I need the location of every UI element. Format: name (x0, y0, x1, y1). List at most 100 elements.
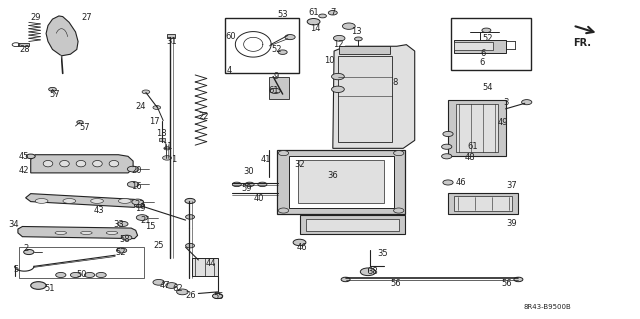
Bar (159, 138, 165, 141)
Circle shape (31, 282, 46, 289)
Text: 4: 4 (227, 66, 232, 75)
Circle shape (122, 235, 132, 240)
Ellipse shape (93, 160, 102, 167)
Bar (448, 100, 506, 156)
Circle shape (394, 208, 404, 213)
Circle shape (153, 106, 161, 109)
Text: 56: 56 (390, 279, 401, 288)
Text: 56: 56 (502, 279, 512, 288)
Ellipse shape (118, 198, 131, 204)
Bar (225, 18, 299, 73)
Bar (454, 42, 493, 50)
Circle shape (341, 277, 350, 282)
Circle shape (270, 88, 280, 93)
Bar (338, 56, 392, 142)
Ellipse shape (106, 231, 118, 234)
Circle shape (127, 166, 139, 172)
Polygon shape (333, 45, 415, 148)
Text: 61: 61 (308, 8, 319, 17)
Circle shape (360, 268, 376, 276)
Text: 35: 35 (378, 249, 388, 258)
Ellipse shape (55, 231, 67, 234)
Text: 2: 2 (23, 244, 28, 253)
Text: 28: 28 (19, 45, 29, 54)
Text: 22: 22 (198, 112, 209, 121)
Circle shape (56, 272, 66, 278)
Text: 18: 18 (156, 130, 166, 138)
Text: 32: 32 (294, 160, 305, 169)
Polygon shape (46, 16, 78, 56)
Text: 44: 44 (206, 259, 216, 268)
Text: 14: 14 (310, 24, 320, 33)
Text: 59: 59 (241, 184, 252, 193)
Bar (298, 160, 384, 203)
Text: 39: 39 (507, 219, 517, 228)
Text: 40: 40 (254, 194, 264, 203)
Circle shape (116, 248, 127, 253)
Bar (448, 193, 518, 214)
Circle shape (285, 34, 295, 40)
Circle shape (84, 272, 95, 278)
Text: 57: 57 (49, 90, 60, 99)
Text: 37: 37 (507, 181, 517, 190)
Circle shape (24, 249, 34, 255)
Circle shape (132, 199, 143, 205)
Circle shape (186, 215, 195, 219)
Bar (300, 215, 405, 234)
Text: 52: 52 (483, 34, 493, 43)
Text: 16: 16 (131, 182, 141, 191)
Text: 51: 51 (45, 284, 55, 293)
Text: 41: 41 (260, 155, 271, 164)
Polygon shape (26, 194, 138, 207)
Ellipse shape (109, 160, 119, 167)
Circle shape (118, 221, 128, 226)
Text: 26: 26 (186, 291, 196, 300)
Circle shape (278, 151, 289, 156)
Circle shape (522, 100, 532, 105)
Text: 53: 53 (278, 10, 288, 19)
Text: 52: 52 (271, 45, 282, 54)
Text: 54: 54 (483, 83, 493, 92)
Text: 58: 58 (120, 235, 130, 244)
Bar (454, 196, 512, 211)
Circle shape (164, 147, 170, 150)
Circle shape (70, 272, 81, 278)
Polygon shape (18, 226, 138, 239)
Text: 11: 11 (163, 142, 173, 151)
Circle shape (212, 293, 223, 299)
Text: 33: 33 (113, 220, 124, 229)
Ellipse shape (91, 198, 104, 204)
Text: 62: 62 (173, 284, 183, 293)
Circle shape (333, 35, 345, 41)
Text: 61: 61 (467, 142, 477, 151)
Bar (289, 156, 394, 208)
Text: 9: 9 (274, 72, 279, 81)
Circle shape (153, 279, 164, 285)
Text: 49: 49 (497, 118, 508, 127)
Bar (19, 247, 144, 278)
Text: 1: 1 (172, 155, 177, 164)
Text: 6: 6 (481, 49, 486, 58)
Circle shape (177, 289, 188, 295)
Text: 43: 43 (94, 206, 104, 215)
Text: 50: 50 (76, 270, 86, 279)
Text: 24: 24 (136, 102, 146, 111)
Bar (451, 18, 531, 70)
Circle shape (166, 283, 177, 288)
Circle shape (278, 208, 289, 213)
Text: 42: 42 (19, 166, 29, 175)
Bar (306, 219, 399, 231)
Ellipse shape (35, 198, 48, 204)
Text: 10: 10 (324, 56, 335, 65)
Circle shape (185, 198, 195, 204)
Circle shape (186, 243, 195, 248)
Text: 19: 19 (136, 204, 146, 213)
Polygon shape (31, 155, 133, 173)
Bar (277, 150, 405, 214)
Text: 5: 5 (13, 265, 19, 274)
Circle shape (332, 86, 344, 93)
Bar (269, 77, 289, 99)
Circle shape (232, 182, 241, 187)
Text: 29: 29 (30, 13, 40, 22)
Text: 36: 36 (328, 171, 338, 180)
